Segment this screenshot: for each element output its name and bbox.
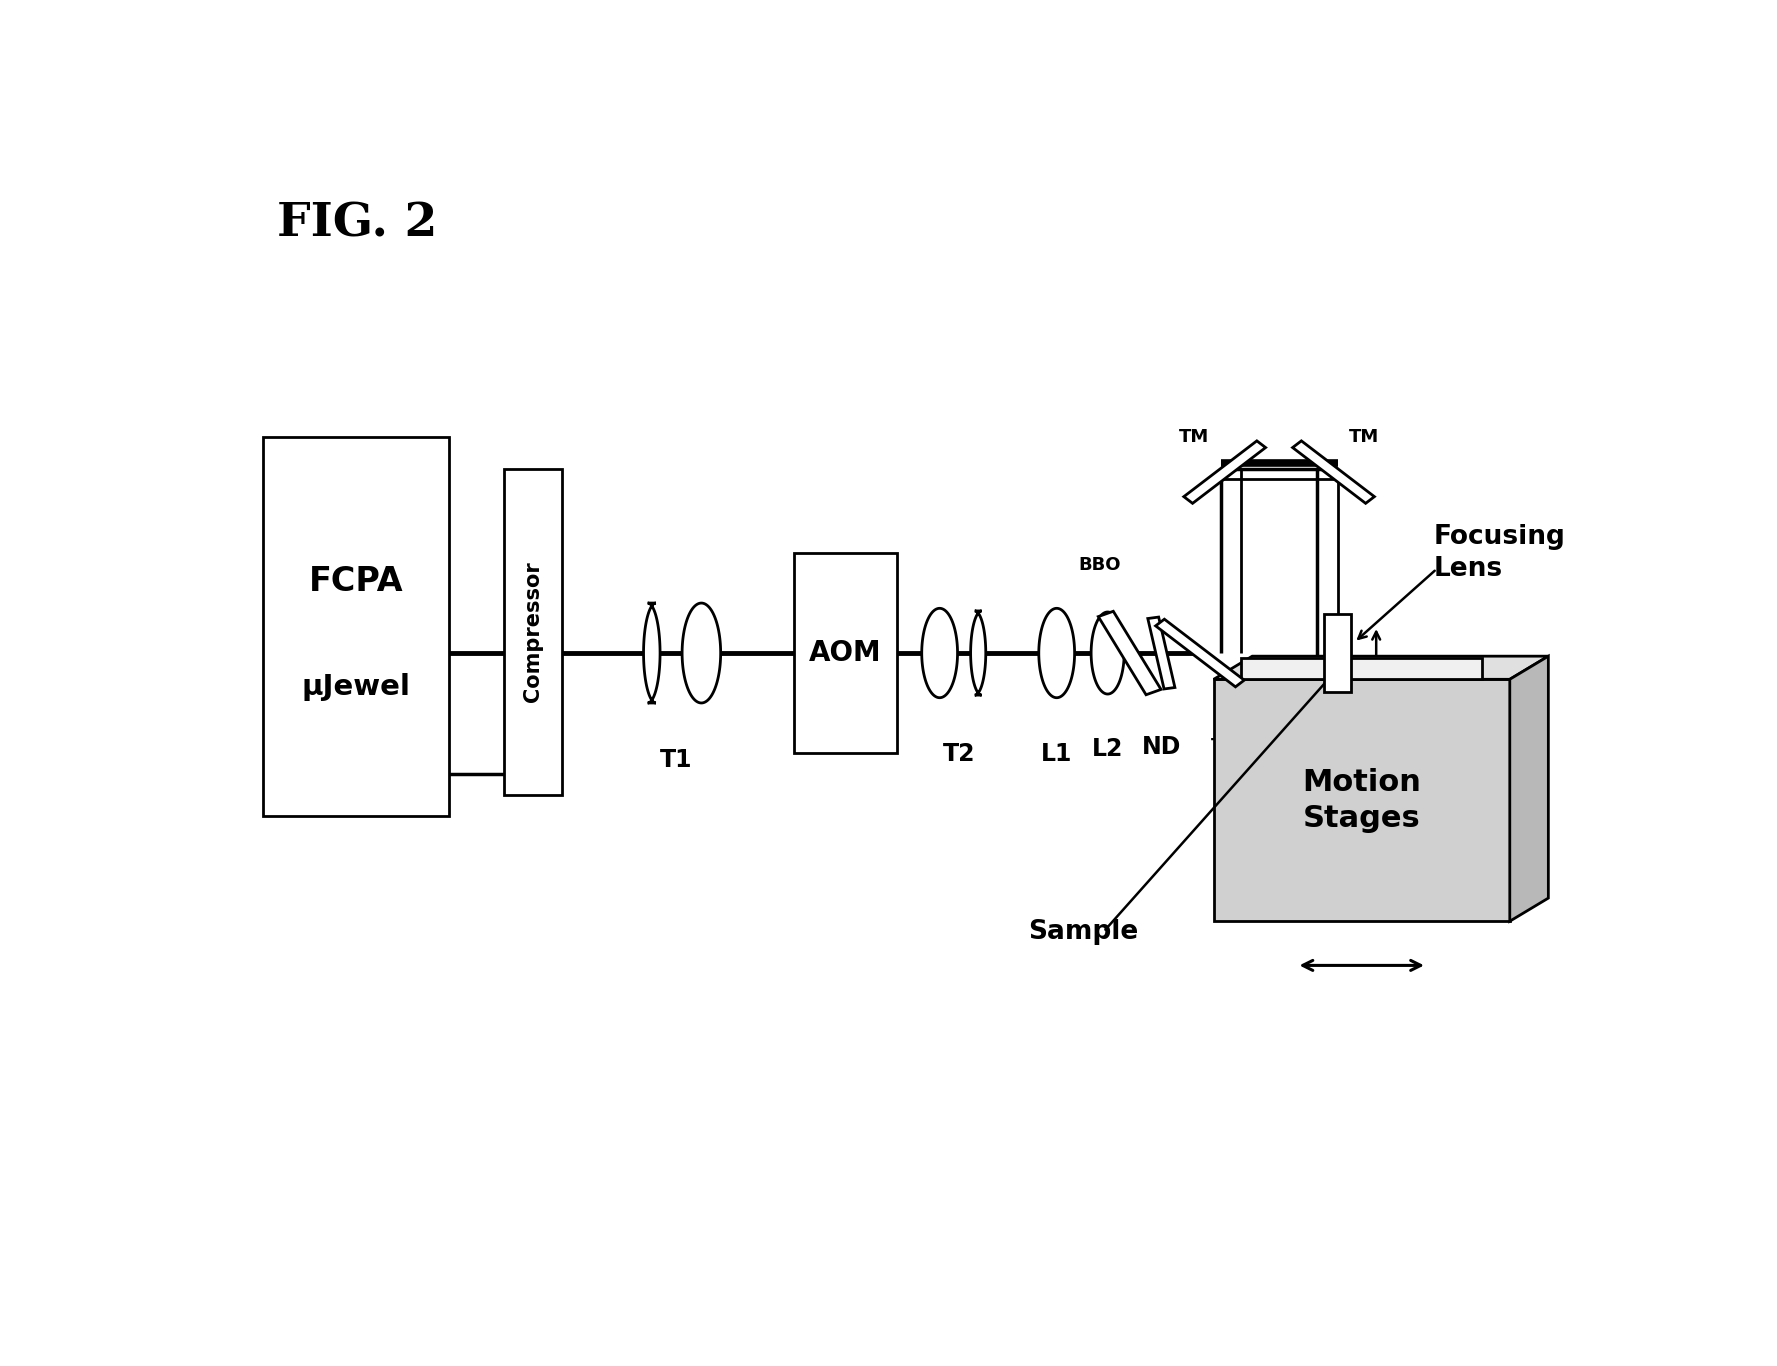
FancyBboxPatch shape <box>1324 613 1352 693</box>
Text: FIG. 2: FIG. 2 <box>277 201 437 247</box>
Polygon shape <box>1292 441 1374 503</box>
Polygon shape <box>922 608 958 698</box>
Text: T2: T2 <box>942 743 976 766</box>
Polygon shape <box>1183 441 1265 503</box>
Text: T1: T1 <box>661 747 693 772</box>
FancyBboxPatch shape <box>1214 679 1510 921</box>
FancyBboxPatch shape <box>263 437 450 816</box>
Text: Sample: Sample <box>1027 919 1137 945</box>
Text: L1: L1 <box>1041 743 1072 766</box>
Polygon shape <box>1214 656 1548 679</box>
Text: TM: TM <box>1180 428 1210 445</box>
Polygon shape <box>1040 608 1075 698</box>
Polygon shape <box>1148 617 1175 688</box>
Text: μJewel: μJewel <box>302 673 410 701</box>
Polygon shape <box>1091 612 1125 694</box>
Polygon shape <box>643 602 659 703</box>
Text: FCPA: FCPA <box>309 564 403 598</box>
FancyBboxPatch shape <box>505 469 562 795</box>
Polygon shape <box>970 611 986 695</box>
FancyBboxPatch shape <box>1240 658 1482 679</box>
Text: AOM: AOM <box>809 639 881 667</box>
Text: Compressor: Compressor <box>524 561 544 702</box>
Text: TM: TM <box>1210 738 1240 755</box>
Polygon shape <box>1510 656 1548 921</box>
Polygon shape <box>682 602 721 703</box>
Text: Focusing
Lens: Focusing Lens <box>1434 525 1566 582</box>
Text: Motion
Stages: Motion Stages <box>1303 768 1422 833</box>
Polygon shape <box>1155 619 1244 687</box>
Polygon shape <box>1098 611 1160 695</box>
FancyBboxPatch shape <box>794 553 897 753</box>
Text: ND: ND <box>1141 735 1182 759</box>
Text: TM: TM <box>1349 428 1379 445</box>
Text: BBO: BBO <box>1079 556 1121 574</box>
Text: L2: L2 <box>1091 738 1123 761</box>
